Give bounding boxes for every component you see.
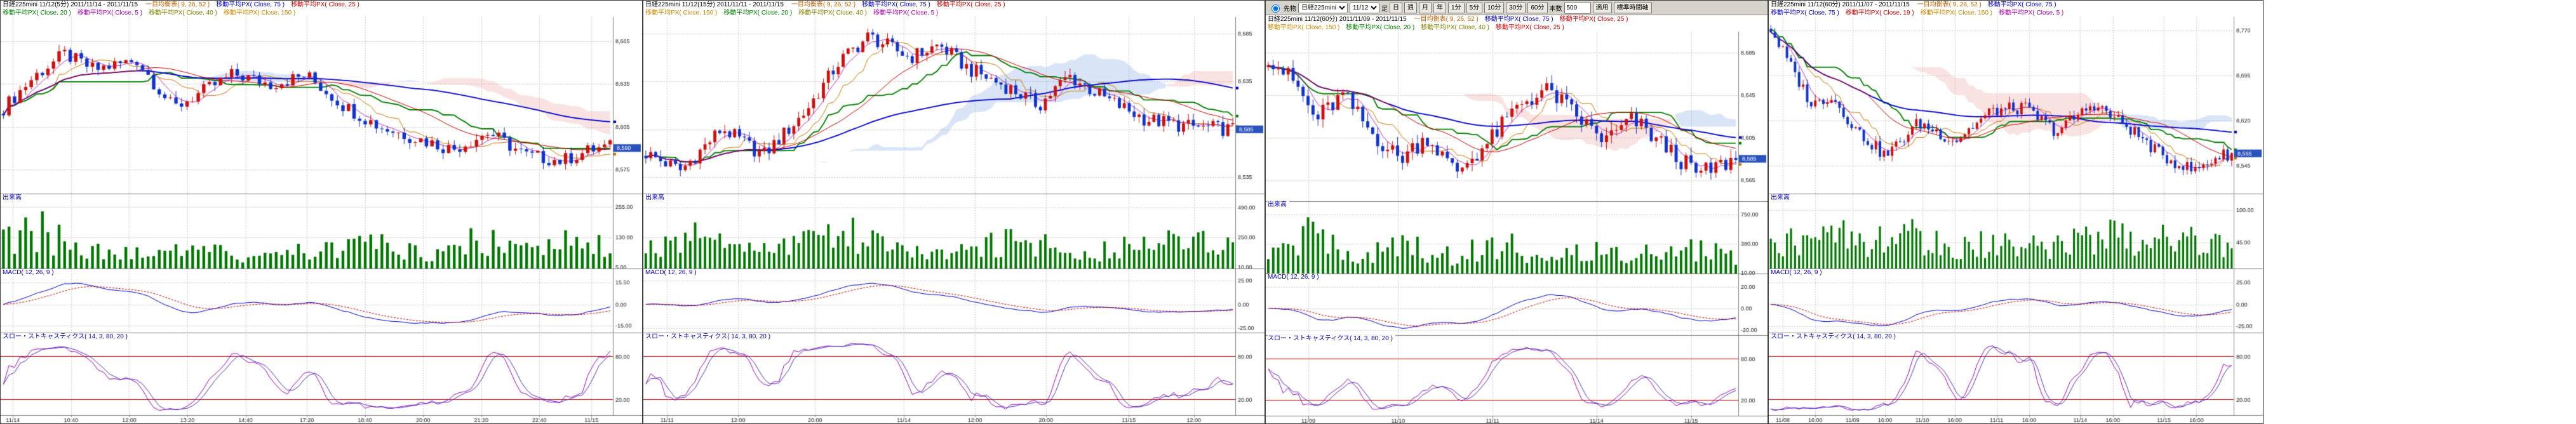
chart-header-1: 日経225mini 11/12(60分) 2011/11/07 - 2011/1… bbox=[1769, 1, 2263, 9]
indicator-legend-1: 移動平均PX( Close, 75 ) bbox=[216, 1, 285, 8]
macd-section-label: MACD( 12, 26, 9 ) bbox=[645, 269, 699, 277]
ma-legend-1: 移動平均PX( Close, 20 ) bbox=[1346, 24, 1414, 31]
period-button-1[interactable]: 週 bbox=[1404, 3, 1417, 13]
macd-section-label: MACD( 12, 26, 9 ) bbox=[3, 269, 57, 277]
indicator-legend-0: 一目均衡表( 9, 26, 52 ) bbox=[1917, 1, 1982, 8]
ma-legend-2: 移動平均PX( Close, 40 ) bbox=[798, 10, 867, 17]
minute-button-4[interactable]: 60分 bbox=[1527, 3, 1547, 13]
period-button-2[interactable]: 月 bbox=[1419, 3, 1432, 13]
chart-title: 日経225mini 11/12(15分) 2011/11/11 - 2011/1… bbox=[645, 1, 784, 8]
ma-legend-3: 移動平均PX( Close, 150 ) bbox=[224, 10, 295, 17]
period-button-3[interactable]: 年 bbox=[1433, 3, 1446, 13]
chart-header-2: 移動平均PX( Close, 75 ) 移動平均PX( Close, 19 ) 移動… bbox=[1769, 9, 2263, 17]
chart-canvas-4[interactable] bbox=[1769, 17, 2263, 423]
indicator-legend-2: 移動平均PX( Close, 25 ) bbox=[291, 1, 359, 8]
indicator-legend-0: 一目均衡表( 9, 26, 52 ) bbox=[791, 1, 855, 8]
chart-canvas-3[interactable] bbox=[1266, 32, 1768, 424]
ma-legend-0: 移動平均PX( Close, 20 ) bbox=[3, 10, 71, 17]
chart-panel-1: 日経225mini 11/12(5分) 2011/11/14 - 2011/11… bbox=[0, 0, 643, 424]
chart-panels-row: 日経225mini 11/12(5分) 2011/11/14 - 2011/11… bbox=[0, 0, 2576, 424]
minute-button-0[interactable]: 1分 bbox=[1448, 3, 1465, 13]
bar-type-label: 足 bbox=[1381, 3, 1388, 13]
misc-button-0[interactable]: 標準時間軸 bbox=[1614, 3, 1652, 13]
stochastics-section-label: スロー・ストキャスティクス( 14, 3, 80, 20 ) bbox=[1771, 333, 1898, 341]
indicator-legend-1: 移動平均PX( Close, 75 ) bbox=[1485, 16, 1553, 23]
indicator-legend-2: 移動平均PX( Close, 25 ) bbox=[1560, 16, 1628, 23]
ma-legend-2: 移動平均PX( Close, 150 ) bbox=[1921, 10, 1992, 17]
stochastics-section-label: スロー・ストキャスティクス( 14, 3, 80, 20 ) bbox=[645, 333, 773, 341]
volume-section-label: 出来高 bbox=[645, 194, 667, 202]
chart-header-1: 日経225mini 11/12(60分) 2011/11/09 - 2011/1… bbox=[1266, 15, 1768, 23]
indicator-legend-1: 移動平均PX( Close, 75 ) bbox=[862, 1, 930, 8]
symbol-select[interactable]: 日経225mini bbox=[1298, 3, 1348, 13]
minute-button-1[interactable]: 5分 bbox=[1466, 3, 1483, 13]
futures-radio-label: 先物 bbox=[1284, 3, 1296, 13]
ma-legend-2: 移動平均PX( Close, 40 ) bbox=[1421, 24, 1489, 31]
indicator-legend-2: 移動平均PX( Close, 25 ) bbox=[937, 1, 1005, 8]
chart-panel-4: 日経225mini 11/12(60分) 2011/11/07 - 2011/1… bbox=[1768, 0, 2264, 424]
chart-panel-3: 先物日経225mini11/12足日週月年1分5分10分30分60分本数 適用標準… bbox=[1265, 0, 1768, 424]
minute-button-3[interactable]: 30分 bbox=[1506, 3, 1526, 13]
ma-legend-0: 移動平均PX( Close, 150 ) bbox=[1268, 24, 1339, 31]
ma-legend-0: 移動平均PX( Close, 150 ) bbox=[645, 10, 717, 17]
volume-section-label: 出来高 bbox=[1771, 194, 1792, 202]
chart-canvas-2[interactable] bbox=[643, 17, 1265, 423]
stochastics-section-label: スロー・ストキャスティクス( 14, 3, 80, 20 ) bbox=[1268, 335, 1395, 343]
period-button-0[interactable]: 日 bbox=[1390, 3, 1402, 13]
bar-count-label: 本数 bbox=[1550, 3, 1562, 13]
ma-legend-1: 移動平均PX( Close, 19 ) bbox=[1846, 10, 1914, 17]
ma-legend-2: 移動平均PX( Close, 40 ) bbox=[149, 10, 217, 17]
chart-panel-2: 日経225mini 11/12(15分) 2011/11/11 - 2011/1… bbox=[643, 0, 1265, 424]
contract-month-select[interactable]: 11/12 bbox=[1350, 3, 1379, 13]
ma-legend-3: 移動平均PX( Close, 5 ) bbox=[873, 10, 938, 17]
ma-legend-1: 移動平均PX( Close, 5 ) bbox=[77, 10, 142, 17]
ma-legend-0: 移動平均PX( Close, 75 ) bbox=[1771, 10, 1839, 17]
chart-header-2: 移動平均PX( Close, 150 ) 移動平均PX( Close, 20 ) 移… bbox=[643, 9, 1265, 17]
ma-legend-3: 移動平均PX( Close, 25 ) bbox=[1496, 24, 1564, 31]
macd-section-label: MACD( 12, 26, 9 ) bbox=[1268, 274, 1322, 281]
chart-canvas-1[interactable] bbox=[1, 17, 642, 423]
chart-toolbar: 先物日経225mini11/12足日週月年1分5分10分30分60分本数 適用標準… bbox=[1266, 1, 1768, 15]
ma-legend-1: 移動平均PX( Close, 20 ) bbox=[723, 10, 792, 17]
volume-section-label: 出来高 bbox=[1268, 201, 1289, 209]
chart-header-1: 日経225mini 11/12(5分) 2011/11/14 - 2011/11… bbox=[1, 1, 642, 9]
ma-legend-3: 移動平均PX( Close, 5 ) bbox=[1999, 10, 2063, 17]
apply-button[interactable]: 適用 bbox=[1593, 3, 1612, 13]
bar-count-input[interactable] bbox=[1564, 2, 1591, 14]
trading-app: 日経225mini 11/12(5分) 2011/11/14 - 2011/11… bbox=[0, 0, 2576, 424]
chart-header-1: 日経225mini 11/12(15分) 2011/11/11 - 2011/1… bbox=[643, 1, 1265, 9]
chart-header-2: 移動平均PX( Close, 20 ) 移動平均PX( Close, 5 ) 移動平… bbox=[1, 9, 642, 17]
macd-section-label: MACD( 12, 26, 9 ) bbox=[1771, 269, 1825, 277]
futures-radio[interactable] bbox=[1271, 4, 1280, 13]
volume-section-label: 出来高 bbox=[3, 194, 24, 202]
indicator-legend-1: 移動平均PX( Close, 75 ) bbox=[1988, 1, 2056, 8]
indicator-legend-0: 一目均衡表( 9, 26, 52 ) bbox=[145, 1, 210, 8]
indicator-legend-0: 一目均衡表( 9, 26, 52 ) bbox=[1414, 16, 1479, 23]
stochastics-section-label: スロー・ストキャスティクス( 14, 3, 80, 20 ) bbox=[3, 333, 130, 341]
chart-title: 日経225mini 11/12(60分) 2011/11/09 - 2011/1… bbox=[1268, 16, 1407, 23]
chart-header-2: 移動平均PX( Close, 150 ) 移動平均PX( Close, 20 ) 移… bbox=[1266, 23, 1768, 32]
chart-title: 日経225mini 11/12(60分) 2011/11/07 - 2011/1… bbox=[1771, 1, 1910, 8]
minute-button-2[interactable]: 10分 bbox=[1484, 3, 1504, 13]
chart-title: 日経225mini 11/12(5分) 2011/11/14 - 2011/11… bbox=[3, 1, 138, 8]
